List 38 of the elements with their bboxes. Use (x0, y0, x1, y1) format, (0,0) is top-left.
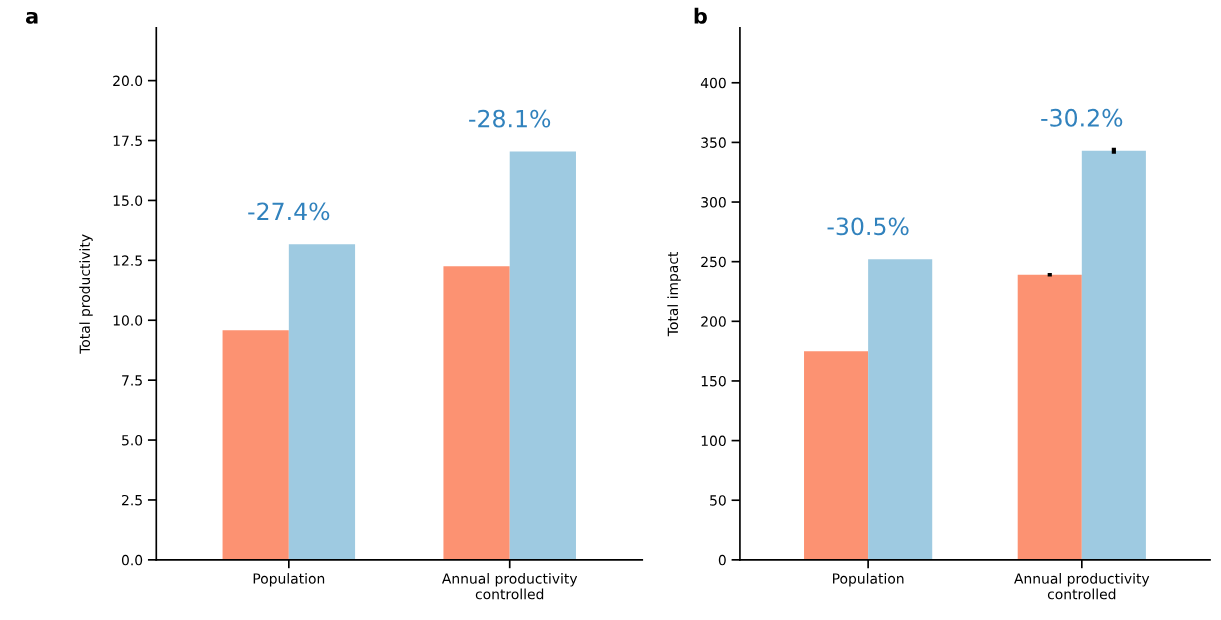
bar (222, 330, 289, 560)
y-tick-label: 12.5 (113, 255, 142, 266)
bar (1017, 274, 1082, 560)
annotation: -30.2% (1041, 108, 1123, 127)
y-tick-label: 50 (710, 495, 726, 506)
y-tick-label: 350 (701, 137, 726, 148)
y-tick-label: 7.5 (122, 375, 142, 386)
annotation: -30.5% (827, 217, 909, 236)
chart-title: b (694, 7, 707, 24)
annotation: -27.4% (248, 202, 330, 221)
y-tick-label: 250 (701, 256, 726, 268)
y-tick-label: 400 (700, 77, 726, 89)
bar (509, 151, 576, 560)
y-axis-title: Total impact (667, 251, 681, 337)
y-tick-label: 10.0 (113, 315, 143, 326)
y-axis-title: Total productivity (79, 234, 93, 354)
x-tick-label: Population (833, 573, 904, 587)
y-tick-label: 300 (701, 197, 726, 208)
bar (868, 259, 933, 560)
y-tick-label: 17.5 (113, 135, 142, 146)
x-tick-label: Annual productivity controlled (441, 573, 578, 600)
bar (443, 266, 510, 560)
y-tick-label: 2.5 (122, 494, 142, 506)
chart-title: a (25, 11, 38, 24)
y-tick-label: 150 (701, 375, 726, 387)
annotation: -28.1% (469, 109, 551, 128)
y-tick-label: 100 (701, 435, 726, 447)
y-tick-label: 15.0 (113, 195, 143, 206)
y-tick-label: 5.0 (122, 435, 143, 446)
y-tick-label: 0 (718, 554, 726, 566)
bar (288, 244, 356, 560)
x-tick-label: Annual productivity controlled (1014, 573, 1150, 600)
bar (804, 351, 869, 560)
bar (1081, 150, 1146, 560)
y-tick-label: 200 (701, 316, 726, 327)
y-tick-label: 0.0 (121, 554, 143, 566)
x-tick-label: Population (253, 573, 325, 587)
y-tick-label: 20.0 (113, 75, 143, 87)
